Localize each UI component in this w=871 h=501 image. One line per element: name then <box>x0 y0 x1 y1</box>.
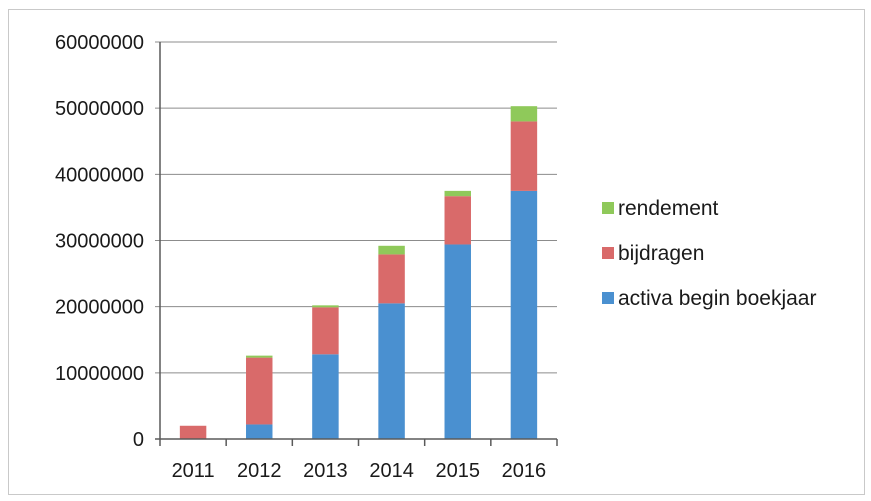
y-tick-label: 50000000 <box>55 98 144 120</box>
legend-swatch <box>602 202 614 214</box>
legend-label: activa begin boekjaar <box>618 287 816 310</box>
bar-segment <box>510 121 538 191</box>
legend-swatch <box>602 247 614 259</box>
x-tick-label: 2014 <box>369 460 414 482</box>
x-tick-label: 2012 <box>237 460 282 482</box>
y-tick-labels: 0 10000000 20000000 30000000 40000000 5000000… <box>55 32 144 451</box>
legend-label: rendement <box>618 197 719 220</box>
bar-segment <box>246 355 273 358</box>
x-tick-labels: 2011 2012 2013 2014 2015 2016 <box>172 460 547 482</box>
bar-segment <box>510 106 538 122</box>
bar-segment <box>510 190 538 439</box>
chart-frame: 0 10000000 20000000 30000000 40000000 5000000… <box>8 9 865 495</box>
x-tick-label: 2016 <box>502 460 547 482</box>
x-tick-label: 2011 <box>172 460 215 482</box>
y-tick-label: 40000000 <box>55 164 144 186</box>
axes <box>155 42 558 446</box>
bar-segment <box>444 196 471 245</box>
bar-segment <box>312 305 339 308</box>
y-tick-label: 30000000 <box>55 231 144 253</box>
y-tick-label: 0 <box>133 429 144 451</box>
bar-segment <box>312 307 339 355</box>
y-tick-label: 10000000 <box>55 363 144 385</box>
bar-segment <box>444 190 471 197</box>
y-tick-label: 20000000 <box>55 297 144 319</box>
bars <box>179 106 538 439</box>
legend-swatch <box>602 292 614 304</box>
bar-segment <box>378 254 405 304</box>
legend: rendement bijdragen activa begin boekjaar <box>602 197 816 310</box>
y-tick-label: 60000000 <box>55 32 144 54</box>
bar-segment <box>378 303 405 439</box>
bar-segment <box>312 354 339 439</box>
x-tick-label: 2013 <box>303 460 348 482</box>
gridlines <box>155 41 557 374</box>
x-tick-label: 2015 <box>436 460 481 482</box>
stacked-bar-chart: 0 10000000 20000000 30000000 40000000 5000000… <box>55 32 816 482</box>
bar-segment <box>179 425 207 439</box>
legend-label: bijdragen <box>618 242 704 265</box>
bar-segment <box>246 357 273 425</box>
bar-segment <box>378 245 405 255</box>
bar-segment <box>444 244 471 439</box>
bar-segment <box>246 424 273 439</box>
